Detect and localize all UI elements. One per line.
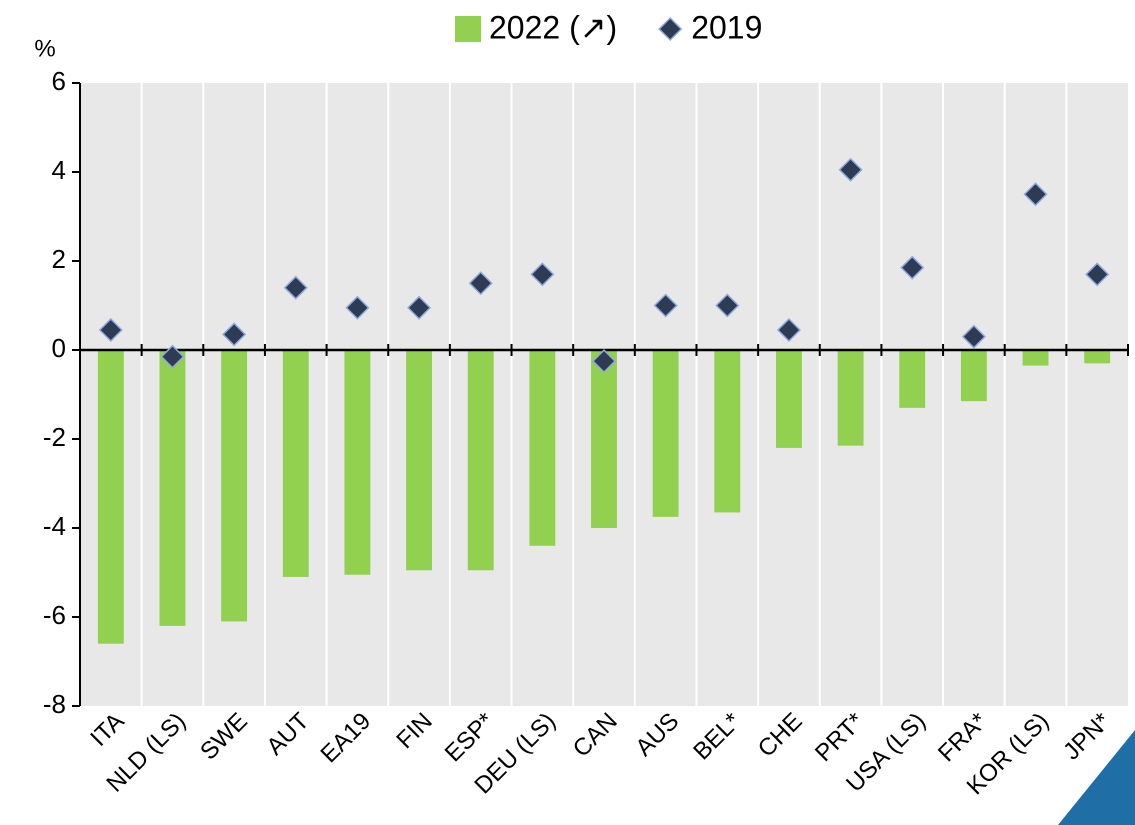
legend-label: 2022 (↗) <box>489 9 617 45</box>
x-tick-label: BEL* <box>688 708 746 766</box>
marker <box>1085 262 1110 287</box>
marker <box>160 344 185 369</box>
y-tick-label: -6 <box>43 600 66 630</box>
y-tick-label: 4 <box>52 155 66 185</box>
marker <box>530 262 555 287</box>
x-tick-label: AUS <box>630 708 684 762</box>
x-tick-label: FIN <box>391 708 437 754</box>
bar <box>529 350 556 546</box>
bar <box>406 350 433 571</box>
marker <box>1023 182 1048 207</box>
marker <box>222 322 247 347</box>
marker <box>838 157 863 182</box>
bar <box>97 350 124 644</box>
bar <box>775 350 802 448</box>
x-tick-label: CHE <box>753 708 808 763</box>
bar <box>221 350 248 622</box>
bar <box>837 350 864 446</box>
marker <box>283 275 308 300</box>
bar <box>159 350 186 626</box>
y-tick-label: -2 <box>43 422 66 452</box>
marker <box>591 349 617 374</box>
marker <box>961 324 986 349</box>
y-tick-label: 2 <box>52 244 66 274</box>
legend-swatch <box>658 16 683 42</box>
y-tick-label: -4 <box>43 511 66 541</box>
marker <box>776 317 802 343</box>
bar <box>652 350 679 517</box>
bar <box>1022 350 1049 366</box>
x-tick-label: CAN <box>568 708 623 763</box>
bar <box>899 350 926 408</box>
legend-swatch <box>455 16 481 42</box>
bar <box>282 350 309 577</box>
bar <box>714 350 741 513</box>
marker <box>900 255 925 280</box>
bar <box>591 350 617 528</box>
marker <box>406 295 432 320</box>
x-tick-label: EA19 <box>316 708 377 769</box>
x-tick-label: SWE <box>195 708 253 766</box>
y-tick-label: -8 <box>43 689 66 719</box>
y-tick-label: 0 <box>52 333 66 363</box>
y-tick-label: 6 <box>52 66 66 96</box>
bar <box>960 350 987 402</box>
marker <box>345 295 370 320</box>
y-axis-label: % <box>34 35 55 62</box>
bar <box>1084 350 1111 364</box>
legend-label: 2019 <box>691 9 762 45</box>
x-tick-label: AUT <box>261 707 314 760</box>
x-tick-label: ITA <box>85 708 129 752</box>
marker <box>715 293 740 318</box>
x-tick-label: JPN* <box>1058 708 1116 766</box>
bar <box>467 350 494 571</box>
corner-decoration <box>1058 730 1135 825</box>
marker <box>653 293 678 318</box>
bar <box>344 350 371 575</box>
marker <box>98 317 123 343</box>
marker <box>468 271 493 296</box>
